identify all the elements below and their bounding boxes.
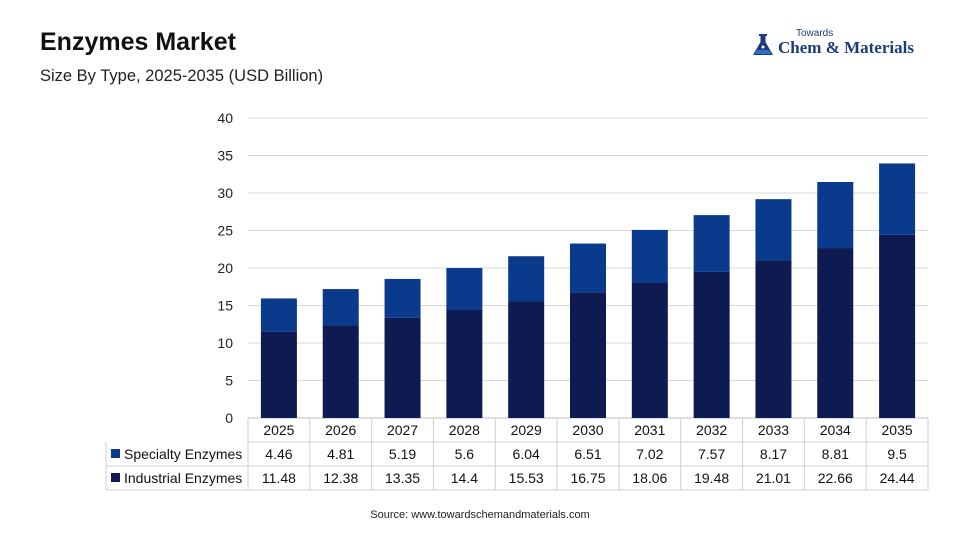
data-label: 14.4 (451, 470, 478, 486)
data-label: 5.19 (389, 446, 416, 462)
x-category-label: 2029 (511, 422, 542, 438)
data-label: 12.38 (323, 470, 358, 486)
x-category-label: 2032 (696, 422, 727, 438)
bar-specialty (631, 229, 668, 283)
bar-specialty (508, 256, 545, 302)
source-note: Source: www.towardschemandmaterials.com (370, 509, 590, 521)
x-category-label: 2033 (758, 422, 789, 438)
legend-label: Specialty Enzymes (124, 446, 242, 462)
y-tick-label: 35 (217, 148, 233, 164)
legend-swatch (111, 449, 120, 458)
bar-specialty (817, 181, 854, 249)
bar-specialty (570, 243, 606, 293)
logo-small-text: Towards (796, 28, 834, 39)
legend-swatch (111, 473, 120, 482)
data-label: 18.06 (632, 470, 667, 486)
x-category-label: 2035 (882, 422, 913, 438)
data-label: 6.51 (574, 446, 601, 462)
x-category-label: 2030 (572, 422, 603, 438)
bar-industrial (384, 317, 421, 418)
x-category-label: 2034 (820, 422, 851, 438)
x-category-label: 2026 (325, 422, 356, 438)
legend-label: Industrial Enzymes (124, 470, 242, 486)
data-label: 8.81 (822, 446, 849, 462)
bar-industrial (260, 331, 297, 418)
chart-subtitle: Size By Type, 2025-2035 (USD Billion) (40, 67, 324, 85)
bar-specialty (446, 268, 483, 310)
y-tick-label: 15 (217, 298, 233, 314)
bar-industrial (508, 301, 545, 418)
y-tick-label: 10 (217, 335, 233, 351)
data-label: 6.04 (513, 446, 540, 462)
data-label: 22.66 (818, 470, 853, 486)
data-label: 15.53 (509, 470, 544, 486)
data-label: 8.17 (760, 446, 787, 462)
data-label: 4.46 (265, 446, 292, 462)
y-tick-label: 5 (225, 373, 233, 389)
bar-industrial (755, 260, 792, 418)
brand-logo: Towards Chem & Materials (750, 28, 935, 62)
x-category-label: 2027 (387, 422, 418, 438)
bar-specialty (260, 298, 297, 332)
bar-industrial (817, 248, 854, 418)
flask-icon (753, 34, 773, 55)
y-tick-label: 30 (217, 185, 233, 201)
y-tick-label: 25 (217, 223, 233, 239)
x-category-label: 2025 (263, 422, 294, 438)
bar-specialty (322, 289, 359, 326)
y-tick-label: 20 (217, 260, 233, 276)
bar-specialty (384, 278, 421, 318)
data-label: 13.35 (385, 470, 420, 486)
data-label: 19.48 (694, 470, 729, 486)
y-tick-label: 40 (217, 110, 233, 126)
data-label: 7.57 (698, 446, 725, 462)
bar-industrial (631, 282, 668, 418)
data-label: 7.02 (636, 446, 663, 462)
data-label: 16.75 (570, 470, 605, 486)
bar-industrial (570, 292, 606, 418)
bar-industrial (693, 271, 730, 418)
data-label: 9.5 (887, 446, 907, 462)
chart-title: Enzymes Market (40, 28, 236, 56)
bar-specialty (879, 163, 916, 235)
bar-industrial (322, 325, 359, 418)
data-label: 11.48 (262, 470, 296, 486)
bar-industrial (446, 310, 483, 418)
y-tick-label: 0 (225, 410, 233, 426)
x-category-label: 2031 (634, 422, 665, 438)
data-label: 24.44 (880, 470, 915, 486)
bar-specialty (693, 215, 730, 272)
bar-industrial (879, 234, 916, 418)
logo-main-text: Chem & Materials (778, 38, 914, 57)
data-label: 5.6 (455, 446, 475, 462)
data-label: 4.81 (327, 446, 354, 462)
bar-specialty (755, 199, 792, 261)
data-label: 21.01 (756, 470, 791, 486)
x-category-label: 2028 (449, 422, 480, 438)
